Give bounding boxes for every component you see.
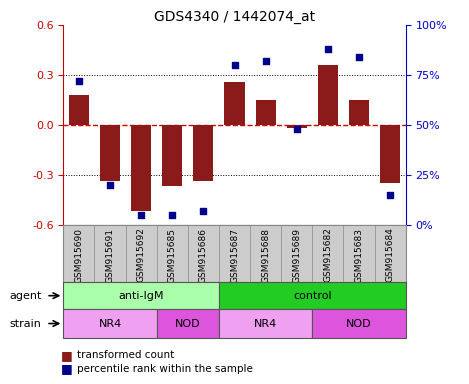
Bar: [224, 81, 245, 125]
Bar: [312, 309, 406, 338]
Point: [355, 54, 363, 60]
Bar: [219, 309, 312, 338]
Bar: [256, 100, 276, 125]
Text: percentile rank within the sample: percentile rank within the sample: [77, 364, 253, 374]
Bar: [157, 309, 219, 338]
Bar: [63, 282, 219, 309]
Text: GSM915687: GSM915687: [230, 227, 239, 283]
Text: agent: agent: [9, 291, 42, 301]
Text: GSM915684: GSM915684: [386, 227, 394, 282]
Text: GSM915685: GSM915685: [168, 227, 177, 283]
Text: GDS4340 / 1442074_at: GDS4340 / 1442074_at: [154, 10, 315, 23]
Text: GSM915682: GSM915682: [323, 227, 333, 282]
Point: [137, 212, 145, 218]
Text: GSM915688: GSM915688: [261, 227, 270, 283]
Bar: [193, 125, 213, 181]
Bar: [131, 125, 151, 211]
Point: [293, 126, 301, 132]
Text: anti-IgM: anti-IgM: [118, 291, 164, 301]
Point: [200, 208, 207, 214]
Text: GSM915690: GSM915690: [75, 227, 83, 283]
Point: [106, 182, 114, 188]
Text: control: control: [293, 291, 332, 301]
Text: ■: ■: [61, 362, 73, 375]
Point: [168, 212, 176, 218]
Point: [231, 62, 238, 68]
Text: NR4: NR4: [98, 318, 121, 329]
Text: GSM915689: GSM915689: [292, 227, 301, 283]
Bar: [63, 309, 157, 338]
Bar: [380, 125, 400, 183]
Text: GSM915691: GSM915691: [106, 227, 114, 283]
Bar: [219, 282, 406, 309]
Text: NOD: NOD: [175, 318, 201, 329]
Text: ■: ■: [61, 349, 73, 362]
Text: strain: strain: [9, 318, 41, 329]
Text: GSM915692: GSM915692: [136, 227, 146, 282]
Text: GSM915683: GSM915683: [355, 227, 363, 283]
Text: NR4: NR4: [254, 318, 277, 329]
Point: [75, 78, 83, 84]
Text: GSM915686: GSM915686: [199, 227, 208, 283]
Text: transformed count: transformed count: [77, 350, 174, 360]
Bar: [349, 100, 369, 125]
Text: NOD: NOD: [346, 318, 372, 329]
Bar: [162, 125, 182, 186]
Bar: [287, 125, 307, 128]
Bar: [318, 65, 338, 125]
Bar: [100, 125, 120, 181]
Point: [324, 46, 332, 52]
Point: [386, 192, 394, 198]
Bar: [69, 95, 89, 125]
Point: [262, 58, 269, 64]
